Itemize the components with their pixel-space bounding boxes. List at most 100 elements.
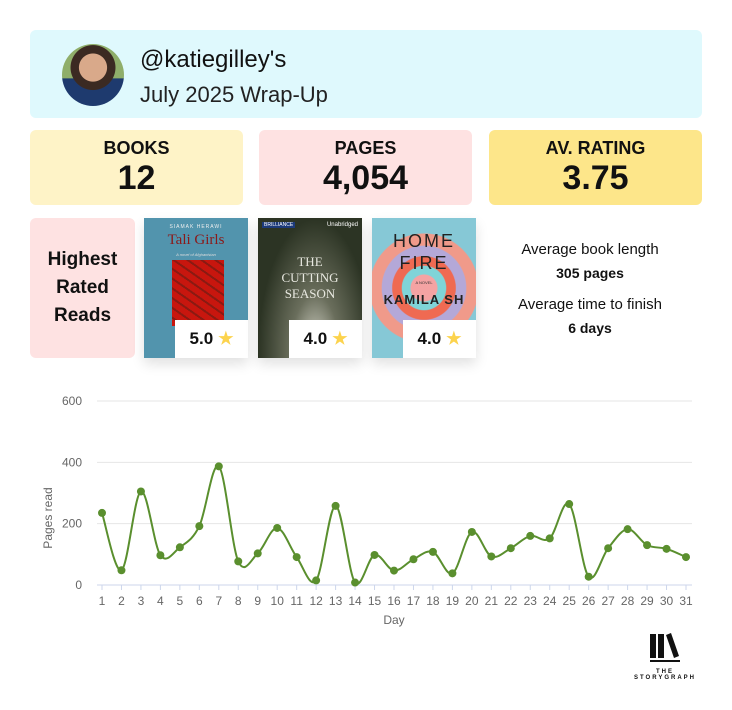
publisher-logo: BRILLIANCE	[262, 222, 296, 228]
data-point	[98, 508, 106, 517]
data-point	[565, 500, 574, 509]
header-card: @katiegilley's July 2025 Wrap-Up	[30, 30, 702, 118]
data-point	[584, 572, 593, 581]
book-cover-cutting-season[interactable]: BRILLIANCE Unabridged THE CUTTING SEASON…	[258, 218, 362, 358]
data-point	[643, 541, 652, 550]
x-tick-label: 19	[446, 594, 460, 608]
stat-value: 12	[117, 159, 156, 197]
avg-length-value: 305 pages	[556, 265, 624, 281]
x-tick-label: 31	[679, 594, 693, 608]
data-point	[156, 551, 165, 560]
book-title: HOME FIRE	[393, 231, 455, 273]
data-point	[487, 552, 496, 561]
avg-time-value: 6 days	[568, 320, 612, 336]
logo-text-storygraph: STORYGRAPH	[633, 675, 696, 681]
logo-text-the: THE	[656, 669, 674, 675]
avatar	[62, 44, 124, 106]
stat-label: PAGES	[334, 138, 397, 158]
rating-badge: 4.0 ★	[289, 320, 362, 358]
star-icon: ★	[218, 329, 234, 348]
x-tick-label: 20	[465, 594, 479, 608]
star-icon: ★	[332, 329, 348, 348]
storygraph-logo: THE STORYGRAPH	[625, 632, 705, 681]
x-tick-label: 24	[543, 594, 557, 608]
book-author: SIAMAK HERAWI	[169, 224, 223, 230]
data-point	[467, 527, 476, 536]
book-cover-tali-girls[interactable]: SIAMAK HERAWI Tali Girls A novel of Afgh…	[144, 218, 248, 358]
x-tick-label: 27	[601, 594, 615, 608]
rating-value: 5.0	[189, 329, 214, 348]
y-tick-label: 0	[75, 578, 82, 592]
cover-art	[172, 260, 224, 326]
book-cover-home-fire[interactable]: HOME FIRE A NOVEL KAMILA SH 4.0 ★	[372, 218, 476, 358]
x-tick-label: 12	[309, 594, 323, 608]
x-tick-label: 21	[485, 594, 499, 608]
x-tick-label: 14	[348, 594, 362, 608]
x-tick-label: 13	[329, 594, 343, 608]
x-tick-label: 17	[407, 594, 421, 608]
x-tick-label: 9	[254, 594, 261, 608]
x-tick-label: 15	[368, 594, 382, 608]
x-tick-label: 23	[524, 594, 538, 608]
x-tick-label: 29	[640, 594, 654, 608]
x-tick-label: 5	[177, 594, 184, 608]
y-tick-label: 200	[62, 517, 82, 531]
x-axis-label: Day	[383, 613, 404, 627]
x-tick-label: 3	[138, 594, 145, 608]
x-tick-label: 18	[426, 594, 440, 608]
data-point	[195, 522, 204, 531]
x-tick-label: 2	[118, 594, 125, 608]
stat-value: 4,054	[322, 159, 409, 197]
rating-value: 4.0	[417, 329, 442, 348]
stat-label: BOOKS	[103, 138, 170, 158]
data-point	[292, 553, 301, 562]
stat-value: 3.75	[562, 159, 629, 197]
data-point	[175, 543, 184, 552]
data-point	[428, 547, 437, 556]
data-point	[662, 544, 671, 553]
series-line	[101, 465, 687, 585]
stat-rating: AV. RATING 3.75	[489, 130, 702, 205]
book-subtitle: A NOVEL	[415, 280, 433, 285]
x-tick-label: 22	[504, 594, 518, 608]
x-tick-label: 11	[290, 594, 303, 608]
data-point	[409, 555, 418, 564]
data-point	[623, 525, 632, 534]
avg-length-label: Average book length	[521, 241, 659, 258]
x-tick-label: 6	[196, 594, 203, 608]
x-tick-label: 28	[621, 594, 635, 608]
data-point	[331, 501, 340, 510]
data-point	[136, 487, 145, 496]
book-subtitle: A novel of Afghanistan	[176, 252, 216, 257]
username: @katiegilley's	[140, 46, 287, 73]
data-point	[545, 534, 554, 543]
rating-value: 4.0	[303, 329, 328, 348]
x-tick-label: 1	[99, 594, 106, 608]
wrap-up-title: July 2025 Wrap-Up	[140, 82, 328, 107]
y-axis-label: Pages read	[41, 487, 55, 548]
x-tick-label: 4	[157, 594, 164, 608]
data-point	[234, 557, 243, 566]
data-point	[312, 576, 321, 585]
highest-rated-label: Highest Rated Reads	[30, 218, 135, 358]
y-tick-label: 600	[62, 394, 82, 408]
data-point	[214, 462, 223, 471]
rating-badge: 5.0 ★	[175, 320, 248, 358]
book-author: KAMILA SH	[383, 292, 465, 307]
x-tick-label: 30	[660, 594, 674, 608]
stat-books: BOOKS 12	[30, 130, 243, 205]
data-point	[351, 578, 360, 587]
data-point	[448, 569, 457, 578]
avg-time-label: Average time to finish	[518, 296, 662, 313]
data-point	[506, 544, 515, 553]
data-point	[604, 544, 613, 553]
books-logo-icon	[650, 633, 680, 662]
y-tick-label: 400	[62, 455, 82, 469]
data-point	[682, 553, 690, 562]
data-point	[370, 550, 379, 559]
x-tick-label: 10	[271, 594, 285, 608]
data-point	[526, 531, 535, 540]
x-tick-label: 16	[387, 594, 401, 608]
x-tick-label: 25	[563, 594, 577, 608]
